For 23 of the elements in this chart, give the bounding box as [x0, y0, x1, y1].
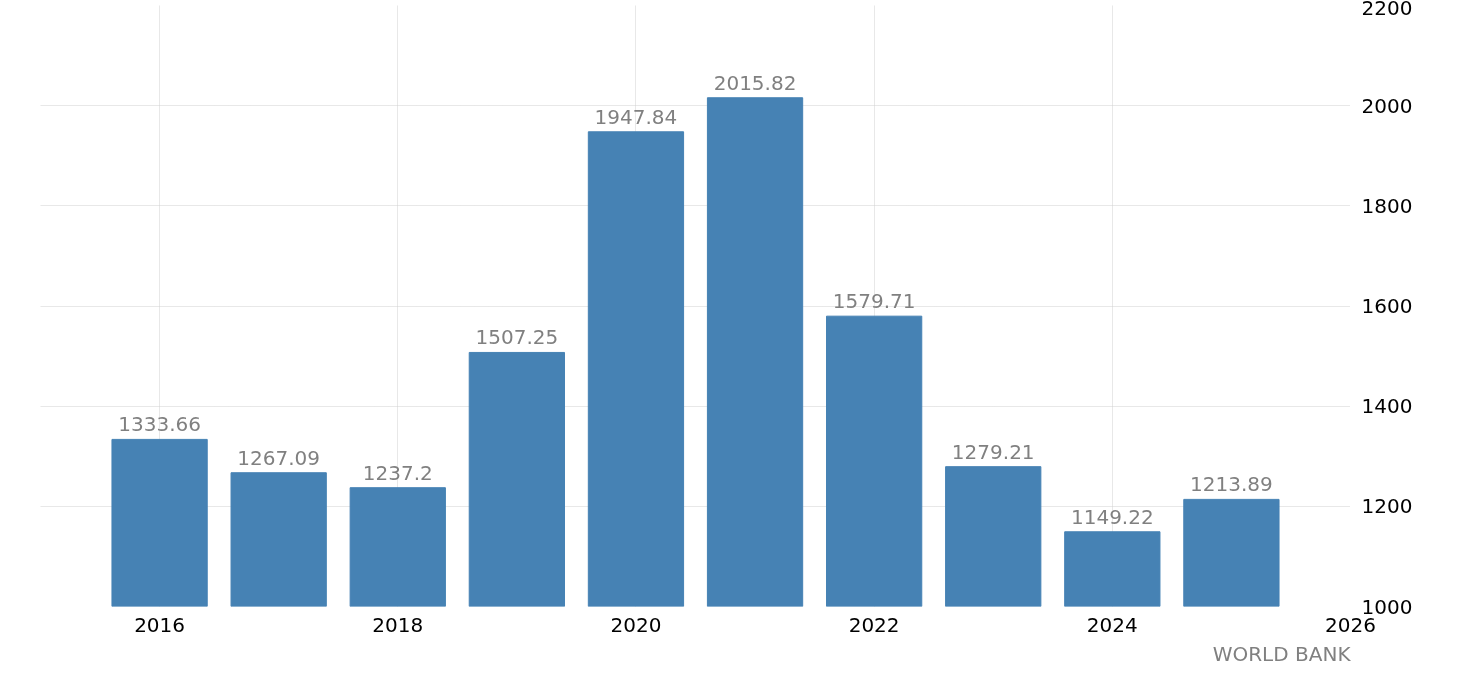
y-tick-label: 1400 [1361, 394, 1413, 419]
data-label: 1213.89 [1190, 472, 1273, 497]
x-tick-label: 2024 [1086, 612, 1138, 637]
data-label: 1279.21 [951, 439, 1035, 464]
x-tick-label: 2018 [372, 612, 424, 637]
data-label: 2015.82 [713, 70, 797, 95]
data-label: 1267.09 [237, 445, 321, 470]
data-label: 1507.25 [475, 325, 559, 350]
data-label: 1947.84 [594, 104, 678, 129]
y-tick-label: 2000 [1361, 93, 1413, 118]
y-tick-label: 1800 [1361, 193, 1413, 218]
y-tick-label: 1600 [1361, 294, 1413, 318]
text: WORLD BANK [1212, 641, 1352, 666]
y-tick-label: 1200 [1361, 494, 1413, 519]
y-tick-label: 1000 [1361, 594, 1413, 619]
data-label: 1579.71 [832, 289, 916, 314]
data-label: 1237.2 [362, 460, 433, 485]
x-tick-label: 2022 [848, 612, 900, 637]
data-label: 1149.22 [1070, 504, 1154, 529]
data-label: 1333.66 [118, 412, 201, 437]
x-tick-label: 2016 [134, 612, 186, 637]
x-tick-label: 2020 [610, 612, 662, 637]
y-tick-label: 2200 [1361, 0, 1413, 20]
